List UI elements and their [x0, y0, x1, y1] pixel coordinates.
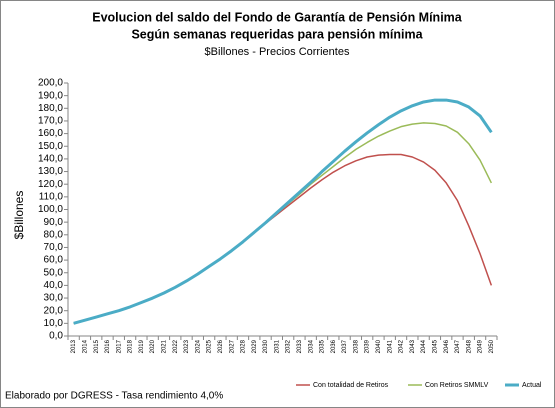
y-tick-label: 110,0 [39, 191, 64, 202]
y-tick-label: 170,0 [38, 116, 63, 127]
y-tick-label: 100,0 [38, 204, 63, 215]
x-tick-label: 2014 [83, 339, 89, 353]
x-tick-label: 2019 [139, 339, 145, 353]
y-tick-label: 190,0 [38, 90, 63, 101]
x-tick-label: 2040 [376, 339, 382, 353]
x-tick-label: 2025 [207, 339, 213, 353]
x-tick-label: 2031 [274, 339, 280, 353]
y-tick-label: 200,0 [38, 78, 63, 89]
chart-title: Evolucion del saldo del Fondo de Garantí… [92, 10, 463, 24]
x-tick-label: 2039 [365, 339, 371, 353]
x-tick-label: 2020 [150, 339, 156, 353]
y-tick-label: 0,0 [49, 331, 63, 342]
x-tick-label: 2023 [184, 339, 190, 353]
x-tick-label: 2024 [195, 339, 201, 353]
x-tick-label: 2028 [241, 339, 247, 353]
x-tick-label: 2015 [94, 339, 100, 353]
x-tick-label: 2038 [353, 339, 359, 353]
x-tick-label: 2033 [297, 339, 303, 353]
y-tick-label: 80,0 [44, 229, 64, 240]
y-tick-label: 50,0 [44, 267, 64, 278]
y-tick-label: 130,0 [38, 166, 63, 177]
x-tick-label: 2048 [466, 339, 472, 353]
x-tick-label: 2027 [229, 339, 235, 353]
y-tick-label: 40,0 [44, 280, 64, 291]
y-tick-label: 30,0 [44, 293, 64, 304]
x-tick-label: 2021 [162, 339, 168, 353]
x-tick-label: 2016 [105, 339, 111, 353]
y-tick-label: 20,0 [44, 305, 64, 316]
x-tick-label: 2034 [308, 339, 314, 353]
x-tick-label: 2032 [286, 339, 292, 353]
x-tick-label: 2029 [252, 339, 258, 353]
y-tick-label: 150,0 [38, 141, 63, 152]
x-tick-label: 2018 [128, 339, 134, 353]
x-tick-label: 2017 [116, 339, 122, 353]
x-tick-label: 2037 [342, 339, 348, 353]
y-tick-label: 10,0 [44, 318, 64, 329]
x-tick-label: 2042 [399, 339, 405, 353]
legend-label: Con totalidad de Retiros [313, 382, 389, 389]
x-tick-label: 2049 [478, 339, 484, 353]
y-tick-label: 180,0 [38, 103, 63, 114]
x-tick-label: 2036 [331, 339, 337, 353]
legend-label: Actual [522, 382, 542, 389]
x-tick-label: 2022 [173, 339, 179, 353]
x-tick-label: 2047 [455, 339, 461, 353]
x-tick-label: 2045 [432, 339, 438, 353]
y-tick-label: 60,0 [44, 255, 64, 266]
units-note: $Billones - Precios Corrientes [205, 46, 350, 58]
x-tick-label: 2026 [218, 339, 224, 353]
y-tick-label: 120,0 [38, 179, 63, 190]
footnote: Elaborado por DGRESS - Tasa rendimiento … [5, 391, 223, 402]
x-tick-label: 2030 [263, 339, 269, 353]
x-tick-label: 2046 [444, 339, 450, 353]
y-tick-label: 160,0 [38, 128, 63, 139]
x-tick-label: 2050 [489, 339, 495, 353]
legend-label: Con Retiros SMMLV [425, 382, 489, 389]
y-axis-label: $Billones [12, 191, 26, 240]
y-tick-label: 70,0 [44, 242, 64, 253]
x-tick-label: 2043 [410, 339, 416, 353]
x-tick-label: 2035 [320, 339, 326, 353]
series-line [73, 98, 493, 325]
y-tick-label: 140,0 [38, 154, 63, 165]
chart-subtitle: Según semanas requeridas para pensión mí… [131, 27, 423, 41]
x-tick-label: 2044 [421, 339, 427, 353]
x-tick-label: 2041 [387, 339, 393, 353]
y-tick-label: 90,0 [44, 217, 64, 228]
x-tick-label: 2013 [71, 339, 77, 353]
